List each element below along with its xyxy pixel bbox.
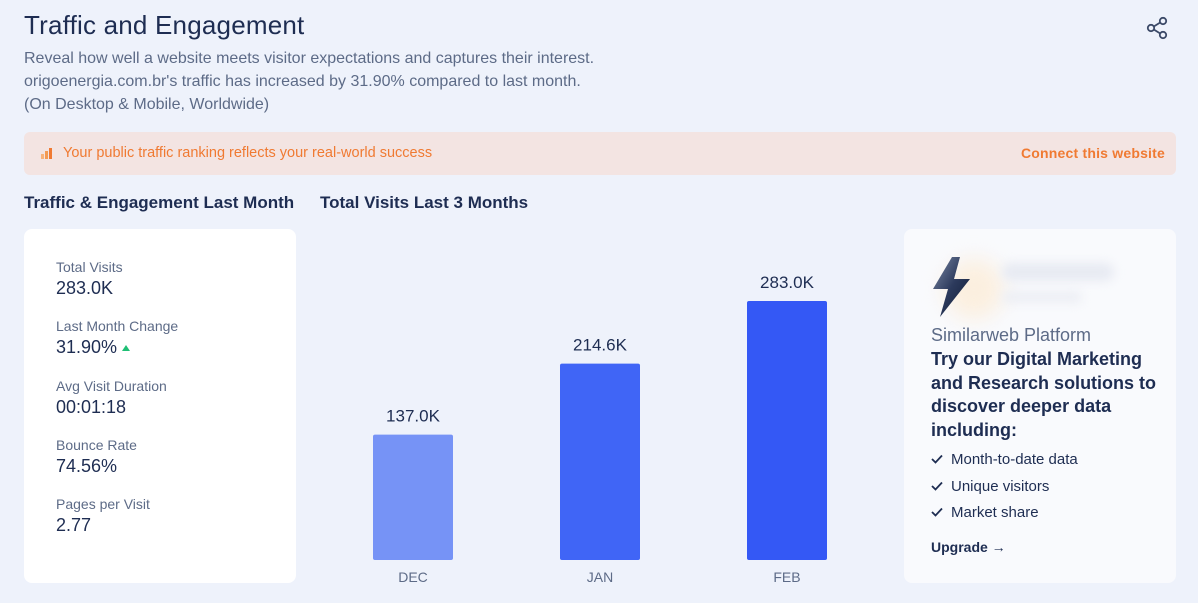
metric-pages-per-visit: Pages per Visit 2.77 (56, 495, 150, 537)
bar-value-label: 137.0K (386, 407, 441, 426)
metric-last-month-change: Last Month Change 31.90% (56, 317, 178, 359)
x-tick-label: DEC (398, 569, 428, 585)
upgrade-link[interactable]: Upgrade → (931, 539, 1006, 555)
metric-label: Last Month Change (56, 318, 179, 334)
ranking-banner: Your public traffic ranking reflects you… (24, 132, 1176, 175)
metric-label: Pages per Visit (56, 496, 150, 512)
engagement-section-title: Traffic & Engagement Last Month (24, 193, 295, 212)
bar-value-label: 283.0K (760, 273, 815, 292)
page-title: Traffic and Engagement (24, 10, 305, 40)
metric-label: Bounce Rate (56, 437, 137, 453)
lightning-bolt-icon (933, 257, 970, 317)
metric-label: Avg Visit Duration (56, 378, 167, 394)
check-icon (931, 451, 945, 468)
decorative-blur (1002, 263, 1114, 281)
banner-text: Your public traffic ranking reflects you… (63, 145, 433, 161)
check-icon (931, 504, 945, 521)
feature-label: Unique visitors (951, 478, 1050, 495)
metric-value-row: 31.90% (56, 335, 178, 359)
check-icon (931, 478, 945, 495)
bar-feb (747, 301, 827, 560)
bar-jan (560, 363, 640, 560)
metric-value: 74.56% (56, 456, 118, 476)
connect-website-link[interactable]: Connect this website (1020, 145, 1165, 161)
visits-section-title: Total Visits Last 3 Months (320, 193, 529, 212)
description-line: Reveal how well a website meets visitor … (24, 50, 595, 67)
description-line: (On Desktop & Mobile, Worldwide) (24, 96, 270, 113)
metric-total-visits: Total Visits 283.0K (56, 258, 123, 300)
feature-label: Market share (951, 504, 1039, 521)
promo-headline: Try our Digital Marketing and Research s… (931, 349, 1157, 441)
metric-bounce-rate: Bounce Rate 74.56% (56, 436, 137, 478)
bar-chart-icon (41, 148, 52, 159)
trend-up-icon (122, 345, 131, 351)
feature-item: Unique visitors (931, 478, 1049, 495)
x-tick-label: JAN (587, 569, 613, 585)
share-icon[interactable] (1144, 15, 1170, 41)
metric-value: 00:01:18 (56, 397, 127, 417)
x-tick-label: FEB (773, 569, 800, 585)
decorative-blur (1002, 291, 1082, 303)
feature-label: Month-to-date data (951, 451, 1078, 468)
bar-dec (373, 434, 453, 560)
platform-name: Similarweb Platform (931, 325, 1092, 345)
upgrade-promo-card: Similarweb Platform Try our Digital Mark… (904, 229, 1176, 583)
bar-value-label: 214.6K (573, 336, 628, 355)
engagement-card: Total Visits 283.0K Last Month Change 31… (24, 229, 296, 583)
page-description: Reveal how well a website meets visitor … (24, 47, 594, 116)
metric-avg-visit-duration: Avg Visit Duration 00:01:18 (56, 377, 167, 419)
metric-value: 2.77 (56, 515, 92, 535)
metric-value: 283.0K (56, 278, 114, 298)
metric-label: Total Visits (56, 259, 123, 275)
description-line: origoenergia.com.br's traffic has increa… (24, 73, 581, 90)
metric-value: 31.90% (56, 337, 118, 357)
feature-item: Month-to-date data (931, 451, 1078, 468)
feature-item: Market share (931, 504, 1039, 521)
total-visits-chart: 137.0K DEC 214.6K JAN 283.0K FEB (373, 273, 827, 585)
